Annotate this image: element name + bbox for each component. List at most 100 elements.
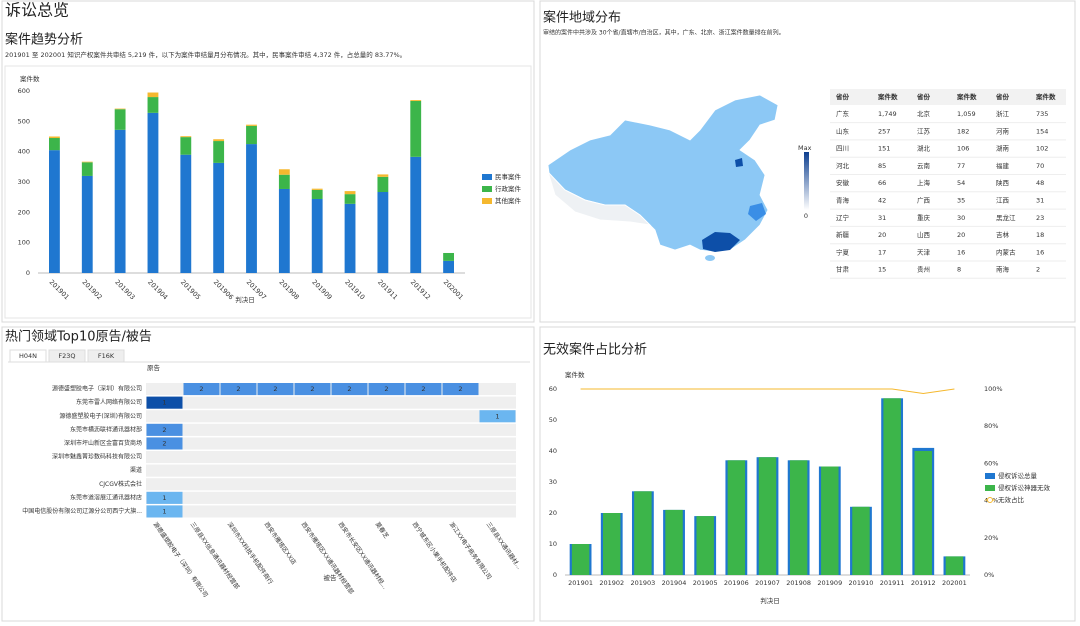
y-tick-label: 渠道 xyxy=(130,466,142,474)
cell-label: 1 xyxy=(495,412,499,420)
row-band xyxy=(146,423,516,436)
table-cell: 上海 xyxy=(917,178,931,187)
y-axis-label: 案件数 xyxy=(20,74,40,83)
y-tick-label: 200 xyxy=(18,208,30,216)
table-cell: 黑龙江 xyxy=(996,213,1016,222)
chart-title: 案件趋势分析 xyxy=(5,32,83,48)
y-tick-label: 东莞市道滘展江通讯器材店 xyxy=(70,493,142,501)
panel xyxy=(1,0,535,323)
heat-cell xyxy=(294,383,331,396)
table-cell: 1,749 xyxy=(878,110,897,118)
cell-label: 2 xyxy=(384,385,388,393)
table-cell: 48 xyxy=(1036,179,1044,187)
table-cell: 102 xyxy=(1036,145,1048,153)
bar xyxy=(81,175,93,273)
table-cell: 66 xyxy=(878,179,886,187)
bar xyxy=(311,198,323,273)
cell-label: 2 xyxy=(310,385,314,393)
tab[interactable] xyxy=(87,349,125,363)
y-tick-label: 源德盛塑胶电子(深圳)有限公司 xyxy=(59,412,142,420)
bar xyxy=(49,138,60,151)
heat-cell xyxy=(146,437,183,450)
tab-label: F16K xyxy=(98,352,115,360)
x-axis-label: 判决日 xyxy=(760,596,780,605)
table-cell: 陕西 xyxy=(996,178,1010,187)
table-cell: 151 xyxy=(878,145,890,153)
y2-tick-label: 0% xyxy=(984,571,994,579)
bar xyxy=(344,194,356,204)
heat-cell xyxy=(220,383,257,396)
heat-cell xyxy=(368,383,405,396)
cell-label: 2 xyxy=(458,385,462,393)
x-axis-label: 被告 xyxy=(324,573,338,582)
x-tick-label: 201903 xyxy=(630,579,655,587)
table-header-bg xyxy=(830,89,1066,105)
table-cell: 新疆 xyxy=(836,230,850,239)
table-header: 案件数 xyxy=(957,92,977,101)
y-tick-label: 40 xyxy=(549,447,557,455)
cell-label: 1 xyxy=(162,494,166,502)
x-tick-label: 201902 xyxy=(599,579,624,587)
y-tick-label: 50 xyxy=(549,416,557,424)
table-cell: 20 xyxy=(957,231,965,239)
row-band xyxy=(146,437,516,450)
bar xyxy=(634,491,652,575)
chart-title: 热门领域Top10原告/被告 xyxy=(5,330,152,345)
y-tick-label: 20 xyxy=(549,509,557,517)
bar xyxy=(311,189,323,199)
bar xyxy=(914,451,932,575)
row-band xyxy=(146,451,516,464)
y-axis-label: 案件数 xyxy=(565,370,585,379)
legend-swatch xyxy=(985,473,995,479)
bar xyxy=(49,136,60,139)
bar xyxy=(180,136,192,138)
bar xyxy=(945,556,964,575)
bar xyxy=(377,176,389,193)
map-region xyxy=(735,158,743,167)
bar xyxy=(821,466,839,575)
table-cell: 南海 xyxy=(996,265,1010,274)
cell-label: 2 xyxy=(162,426,166,434)
tab[interactable] xyxy=(48,349,86,363)
y-tick-label: 0 xyxy=(26,269,30,277)
bar xyxy=(883,398,901,575)
table-cell: 8 xyxy=(957,266,961,274)
legend-swatch xyxy=(482,198,492,204)
y-tick-label: 100 xyxy=(18,239,30,247)
bar xyxy=(278,169,290,175)
heat-cell xyxy=(183,383,220,396)
panel-title: 案件地域分布 xyxy=(543,11,621,26)
table-cell: 77 xyxy=(957,162,965,170)
bar xyxy=(410,100,422,102)
table-header: 省份 xyxy=(835,92,850,101)
bar xyxy=(180,154,192,273)
bar xyxy=(147,112,159,273)
heat-cell xyxy=(146,423,183,436)
table-cell: 江苏 xyxy=(917,126,931,135)
row-band xyxy=(146,464,516,477)
bar xyxy=(443,260,454,273)
table-cell: 广东 xyxy=(836,109,850,118)
table-cell: 20 xyxy=(878,231,886,239)
map-region xyxy=(702,232,740,252)
table-cell: 18 xyxy=(1036,231,1044,239)
x-tick-label: 202001 xyxy=(942,579,967,587)
y-tick-label: CJCGV株式会社 xyxy=(99,480,142,488)
legend-label: 其他案件 xyxy=(495,196,522,205)
legend-label: 侵权诉讼神器无效 xyxy=(998,483,1051,492)
x-tick-label: 201909 xyxy=(817,579,842,587)
bar xyxy=(246,124,257,126)
bar xyxy=(49,150,60,273)
table-cell: 山东 xyxy=(836,126,850,135)
y2-tick-label: 80% xyxy=(984,422,998,430)
tab[interactable] xyxy=(9,349,47,363)
tab-label: H04N xyxy=(19,352,37,360)
legend-label: 无效占比 xyxy=(998,495,1025,504)
tab-label: F23Q xyxy=(58,352,75,360)
y-tick-label: 东莞市雷人网络有限公司 xyxy=(76,398,142,406)
table-cell: 吉林 xyxy=(996,230,1010,239)
y2-tick-label: 20% xyxy=(984,534,998,542)
bar xyxy=(246,144,257,273)
cell-label: 1 xyxy=(162,508,166,516)
